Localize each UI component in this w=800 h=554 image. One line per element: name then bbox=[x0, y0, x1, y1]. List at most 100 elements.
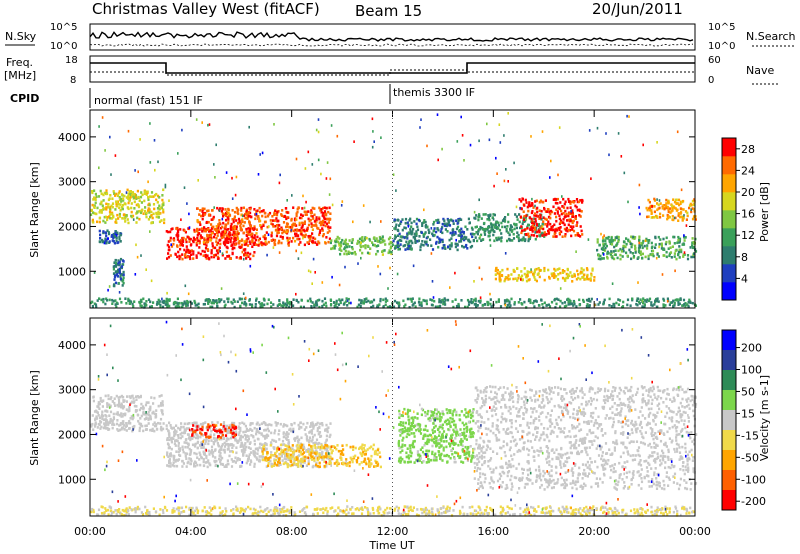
heatmap-cell bbox=[337, 303, 341, 306]
heatmap-cell bbox=[538, 217, 541, 220]
heatmap-cell bbox=[432, 220, 436, 224]
heatmap-cell bbox=[291, 447, 294, 450]
heatmap-cell bbox=[211, 423, 215, 427]
heatmap-cell bbox=[366, 251, 370, 255]
heatmap-cell bbox=[424, 231, 427, 234]
heatmap-cell bbox=[558, 228, 561, 231]
heatmap-cell bbox=[528, 278, 531, 281]
heatmap-cell bbox=[668, 303, 671, 307]
heatmap-cell bbox=[287, 244, 290, 247]
heatmap-cell bbox=[325, 222, 329, 226]
heatmap-cell bbox=[258, 217, 261, 221]
heatmap-cell bbox=[402, 299, 405, 303]
heatmap-cell bbox=[257, 437, 260, 441]
heatmap-cell bbox=[556, 278, 560, 281]
heatmap-cell bbox=[212, 299, 215, 302]
heatmap-cell bbox=[650, 211, 653, 215]
heatmap-cell bbox=[666, 205, 669, 209]
heatmap-cell bbox=[91, 218, 94, 222]
heatmap-cell bbox=[123, 202, 126, 205]
heatmap-cell bbox=[132, 192, 135, 196]
heatmap-cell bbox=[567, 197, 570, 201]
heatmap-cell bbox=[263, 211, 266, 215]
heatmap-cell bbox=[477, 299, 480, 303]
heatmap-cell bbox=[178, 254, 181, 258]
scatter-cell bbox=[431, 280, 434, 283]
heatmap-cell bbox=[328, 229, 331, 233]
heatmap-cell bbox=[408, 219, 411, 222]
heatmap-cell bbox=[287, 445, 291, 449]
heatmap-cell bbox=[346, 242, 349, 246]
heatmap-cell bbox=[565, 229, 568, 232]
heatmap-cell bbox=[243, 433, 246, 437]
heatmap-cell bbox=[198, 451, 201, 455]
heatmap-cell bbox=[393, 227, 396, 230]
heatmap-cell bbox=[208, 257, 211, 261]
heatmap-cell bbox=[125, 302, 128, 305]
heatmap-cell bbox=[264, 437, 267, 440]
heatmap-cell bbox=[233, 305, 236, 309]
heatmap-cell bbox=[641, 252, 644, 256]
heatmap-cell bbox=[415, 230, 418, 233]
heatmap-cell bbox=[209, 236, 212, 240]
heatmap-cell bbox=[416, 228, 420, 232]
heatmap-cell bbox=[654, 214, 658, 218]
heatmap-cell bbox=[116, 204, 119, 207]
heatmap-cell bbox=[253, 439, 256, 443]
heatmap-cell bbox=[108, 215, 111, 218]
heatmap-cell bbox=[273, 241, 276, 245]
heatmap-cell bbox=[488, 218, 491, 222]
heatmap-cell bbox=[567, 297, 570, 301]
heatmap-cell bbox=[519, 226, 522, 230]
heatmap-cell bbox=[138, 426, 141, 430]
heatmap-cell bbox=[467, 217, 470, 221]
heatmap-cell bbox=[111, 205, 114, 209]
heatmap-cell bbox=[174, 429, 177, 432]
scatter-cell bbox=[295, 249, 297, 253]
heatmap-cell bbox=[223, 305, 226, 308]
heatmap-cell bbox=[160, 425, 163, 429]
heatmap-cell bbox=[121, 207, 124, 211]
heatmap-cell bbox=[245, 454, 248, 457]
heatmap-cell bbox=[322, 215, 325, 218]
heatmap-cell bbox=[393, 237, 396, 240]
heatmap-cell bbox=[359, 301, 363, 305]
heatmap-cell bbox=[173, 464, 176, 468]
scatter-cell bbox=[608, 153, 610, 157]
scatter-cell bbox=[407, 225, 410, 228]
heatmap-cell bbox=[356, 305, 359, 309]
heatmap-cell bbox=[101, 410, 104, 414]
heatmap-cell bbox=[186, 461, 189, 465]
heatmap-cell bbox=[576, 221, 579, 224]
heatmap-cell bbox=[97, 422, 100, 426]
heatmap-cell bbox=[689, 301, 692, 304]
heatmap-cell bbox=[324, 242, 327, 245]
heatmap-cell bbox=[419, 248, 422, 252]
heatmap-cell bbox=[557, 206, 560, 210]
scatter-cell bbox=[108, 285, 111, 288]
scatter-cell bbox=[495, 156, 497, 160]
heatmap-cell bbox=[120, 415, 123, 418]
heatmap-cell bbox=[252, 449, 255, 453]
heatmap-cell bbox=[653, 210, 656, 214]
heatmap-cell bbox=[149, 215, 152, 219]
heatmap-cell bbox=[178, 301, 181, 305]
heatmap-cell bbox=[184, 445, 187, 449]
scatter-cell bbox=[489, 292, 491, 296]
heatmap-cell bbox=[231, 247, 234, 251]
heatmap-cell bbox=[219, 455, 222, 458]
heatmap-cell bbox=[309, 297, 312, 301]
heatmap-cell bbox=[243, 450, 246, 454]
heatmap-cell bbox=[285, 217, 288, 221]
heatmap-cell bbox=[263, 446, 266, 450]
heatmap-cell bbox=[678, 256, 681, 259]
heatmap-cell bbox=[324, 444, 327, 447]
heatmap-cell bbox=[182, 450, 185, 454]
heatmap-cell bbox=[329, 447, 332, 451]
scatter-cell bbox=[666, 300, 669, 303]
heatmap-cell bbox=[224, 230, 227, 233]
heatmap-cell bbox=[279, 463, 282, 466]
heatmap-cell bbox=[538, 200, 541, 204]
heatmap-cell bbox=[394, 244, 397, 248]
heatmap-cell bbox=[162, 427, 165, 431]
